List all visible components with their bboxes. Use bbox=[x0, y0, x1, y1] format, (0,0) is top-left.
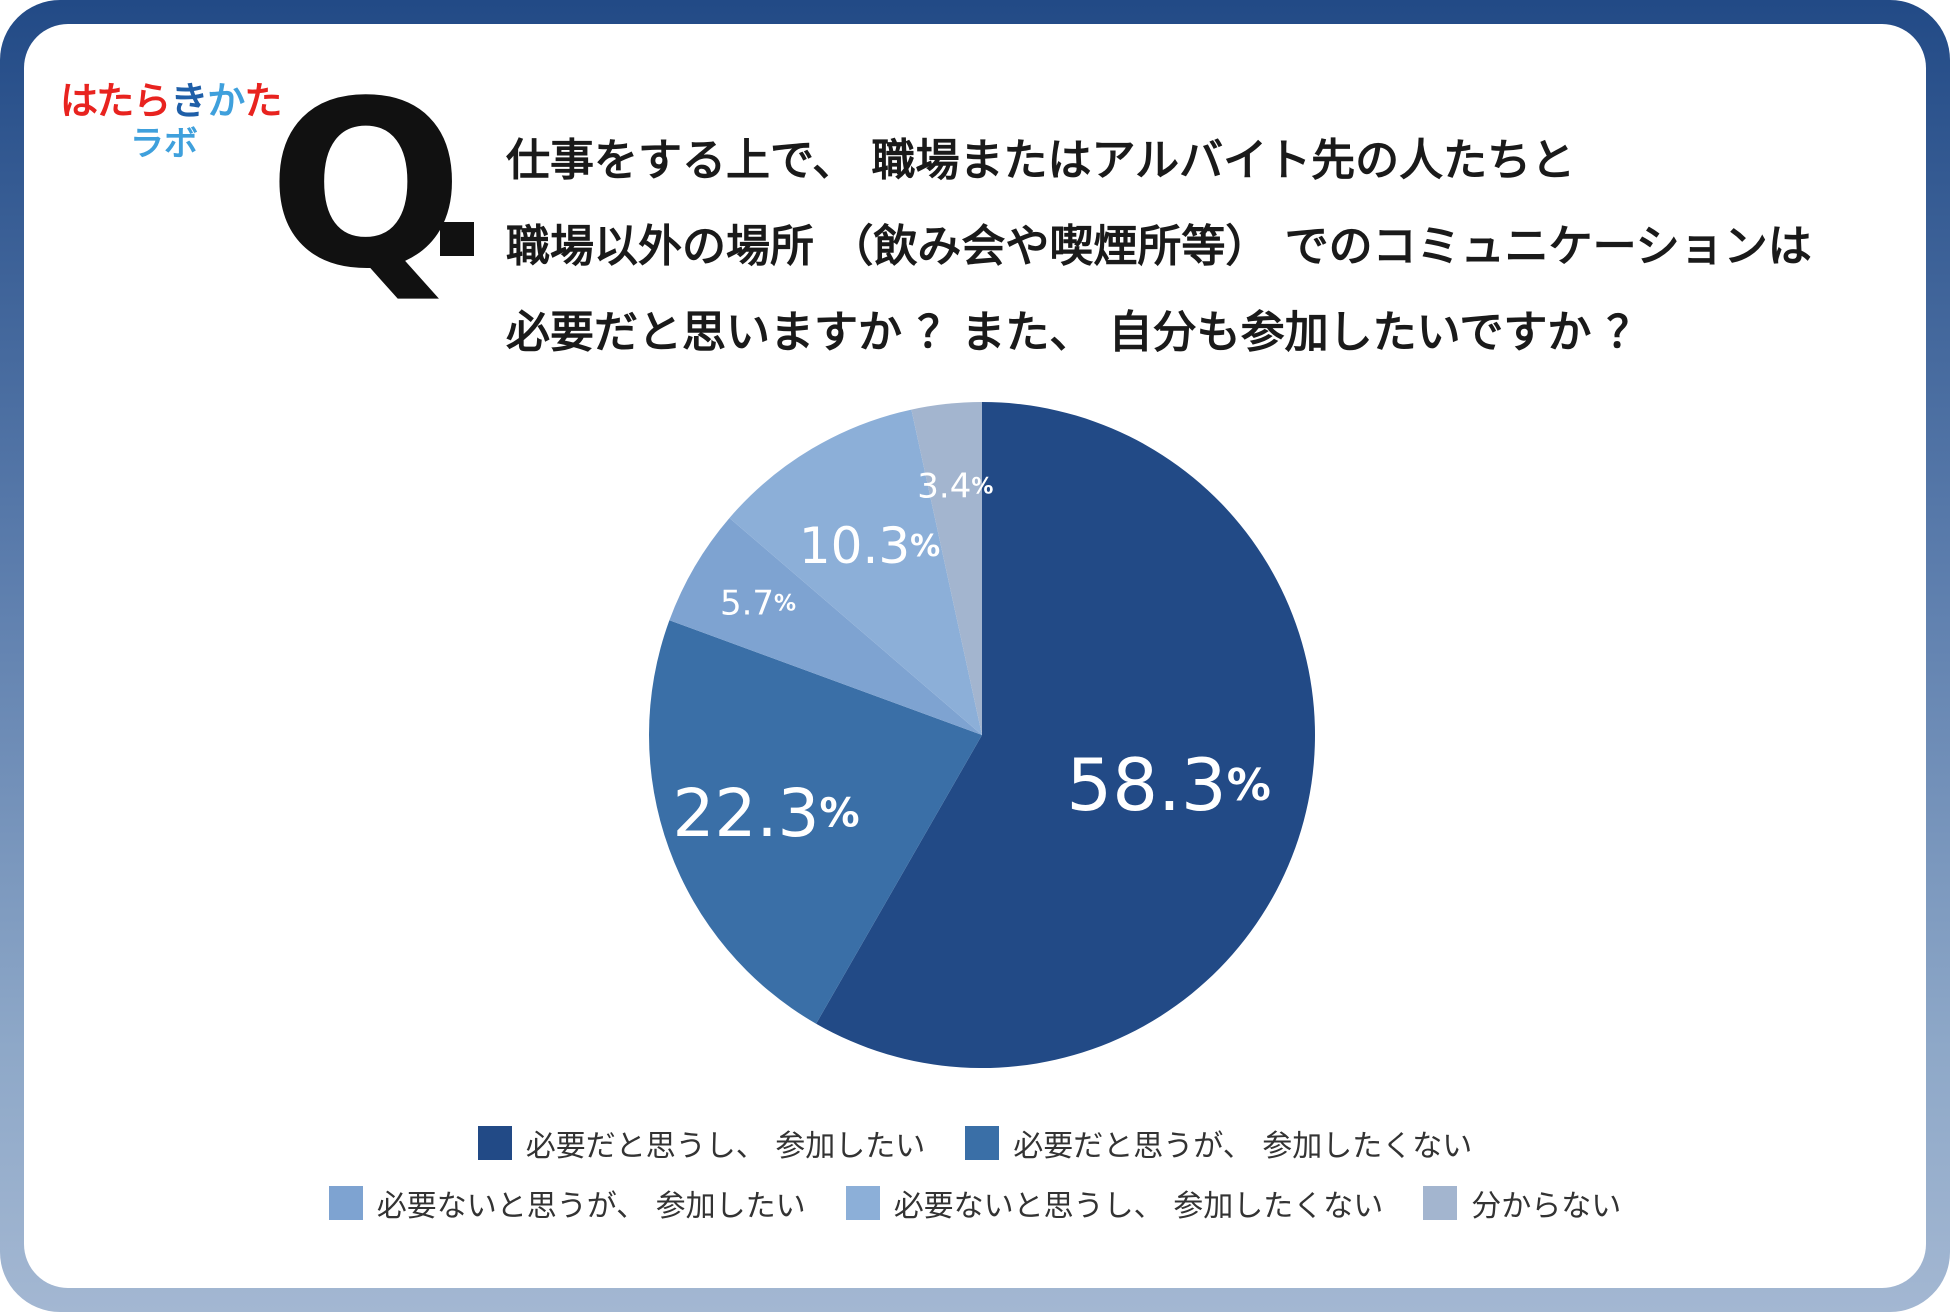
question-line: 必要だと思いますか ？また、 自分も参加したいですか ？ bbox=[506, 307, 1651, 358]
legend-label: 分からない bbox=[1471, 1189, 1622, 1224]
pie-slice bbox=[911, 402, 982, 735]
q-mark: Q bbox=[268, 53, 464, 320]
legend-row: 必要ないと思うが、 参加したい 必要ないと思うし、 参加したくない 分からない bbox=[0, 1184, 1950, 1224]
logo-char: ら bbox=[133, 79, 171, 123]
pie-data-unit: % bbox=[1227, 759, 1271, 810]
legend-item: 必要ないと思うが、 参加したい bbox=[328, 1184, 806, 1224]
logo-char: か bbox=[207, 79, 245, 123]
legend: 必要だと思うし、 参加したい 必要だと思うが、 参加したくない 必要ないと思うが… bbox=[0, 1124, 1950, 1244]
legend-swatch bbox=[328, 1186, 363, 1220]
legend-row: 必要だと思うし、 参加したい 必要だと思うが、 参加したくない bbox=[0, 1124, 1950, 1164]
legend-item: 必要だと思うが、 参加したくない bbox=[965, 1124, 1473, 1164]
legend-label: 必要だと思うし、 参加したい bbox=[525, 1129, 926, 1164]
legend-swatch bbox=[477, 1126, 512, 1160]
question-line: 職場以外の場所 （飲み会や喫煙所等） でのコミュニケーションは bbox=[506, 221, 1812, 272]
legend-label: 必要ないと思うし、 参加したくない bbox=[893, 1189, 1384, 1224]
pie-data-unit: % bbox=[910, 529, 940, 564]
pie-slice bbox=[669, 517, 982, 735]
pie-slice bbox=[816, 402, 1315, 1068]
logo-text: はたらきかた bbox=[60, 70, 282, 125]
pie-data-unit: % bbox=[774, 591, 796, 616]
pie-data-unit: % bbox=[819, 791, 859, 837]
legend-item: 必要だと思うし、 参加したい bbox=[477, 1124, 926, 1164]
legend-label: 必要だと思うが、 参加したくない bbox=[1013, 1129, 1473, 1164]
logo-char: は bbox=[60, 79, 97, 123]
legend-swatch bbox=[845, 1186, 880, 1220]
q-square-icon bbox=[440, 222, 474, 256]
legend-swatch bbox=[1423, 1186, 1458, 1220]
legend-swatch bbox=[965, 1126, 1000, 1160]
pie-data-unit: % bbox=[971, 474, 993, 499]
question-line: 仕事をする上で、 職場またはアルバイト先の人たちと bbox=[506, 135, 1576, 186]
question-text: 仕事をする上で、 職場またはアルバイト先の人たちと 職場以外の場所 （飲み会や喫… bbox=[506, 118, 1886, 376]
logo: はたらきかた ラボ bbox=[60, 70, 282, 164]
logo-char: た bbox=[96, 79, 134, 123]
pie-slice bbox=[649, 620, 982, 1024]
legend-item: 分からない bbox=[1423, 1184, 1622, 1224]
legend-label: 必要ないと思うが、 参加したい bbox=[376, 1189, 806, 1224]
logo-char: た bbox=[244, 79, 282, 123]
logo-char: き bbox=[170, 79, 208, 123]
legend-item: 必要ないと思うし、 参加したくない bbox=[845, 1184, 1384, 1224]
pie-slice bbox=[729, 409, 982, 735]
logo-subtext: ラボ bbox=[130, 124, 198, 164]
